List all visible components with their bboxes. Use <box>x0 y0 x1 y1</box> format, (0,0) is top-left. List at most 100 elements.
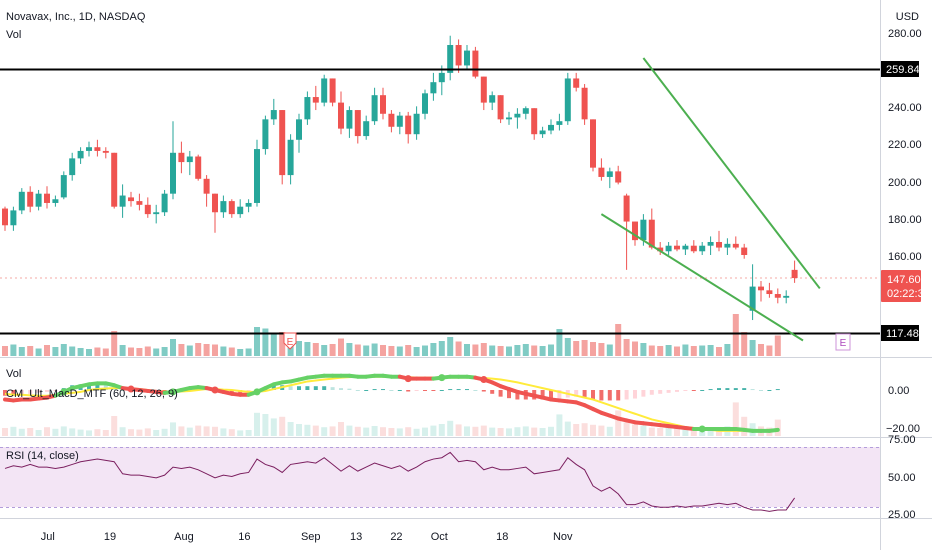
candle-body <box>35 193 42 207</box>
candle-body <box>371 95 378 122</box>
candle-body <box>682 245 689 250</box>
volume-bar <box>648 345 655 356</box>
candle-body <box>287 139 294 176</box>
candle-body <box>396 115 403 127</box>
candle-body <box>590 119 596 168</box>
macd-volume-bar <box>573 424 580 436</box>
candle-body <box>2 208 8 226</box>
volume-bar <box>60 344 67 356</box>
candle-body <box>86 147 92 151</box>
macd-vol-label: Vol <box>6 368 21 380</box>
macd-histogram-bar <box>717 388 721 390</box>
price-tick: 200.00 <box>888 177 922 189</box>
volume-bar <box>506 346 512 356</box>
volume-bar <box>52 347 59 356</box>
macd-volume-bar <box>657 428 664 436</box>
volume-bar <box>18 347 25 356</box>
candle-body <box>464 50 470 66</box>
volume-bar <box>632 341 638 356</box>
earnings-marker[interactable]: E <box>835 333 851 351</box>
macd-volume-bar <box>716 428 722 436</box>
candle-body <box>346 110 353 129</box>
macd-cross-dot <box>169 388 177 396</box>
macd-histogram-bar <box>364 390 369 391</box>
candle-body <box>111 152 118 207</box>
volume-bar <box>170 339 176 356</box>
level-tag-label: 117.48 <box>886 328 919 340</box>
macd-histogram-bar <box>95 384 100 390</box>
candle-body <box>615 171 622 183</box>
candle-body <box>128 197 134 202</box>
candle-body <box>749 286 756 311</box>
candle-body <box>60 175 67 198</box>
macd-cross-dot <box>404 375 412 383</box>
macd-volume-bar <box>10 426 17 436</box>
price-tick: 240.00 <box>888 102 922 114</box>
volume-bar <box>203 344 210 356</box>
macd-histogram-bar <box>759 390 763 391</box>
macd-histogram-bar <box>498 390 503 397</box>
volume-bars <box>2 314 781 356</box>
volume-bar <box>724 344 731 356</box>
volume-bar <box>237 349 244 356</box>
macd-volume-bar <box>539 428 546 436</box>
time-axis-label: Sep <box>301 531 321 543</box>
macd-histogram-bar <box>624 390 629 400</box>
macd-volume-bar <box>237 430 244 436</box>
macd-volume-bar <box>380 427 386 436</box>
macd-volume-bar <box>632 424 638 436</box>
volume-bar <box>220 346 227 356</box>
candle-body <box>522 108 529 114</box>
candle-body <box>279 110 286 176</box>
rsi-title: RSI (14, close) <box>6 450 79 462</box>
macd-histogram-bar <box>683 390 688 391</box>
candle-body <box>10 210 17 226</box>
macd-volume-bar <box>161 428 168 436</box>
macd-histogram-bar <box>414 390 419 391</box>
price-tick: 280.00 <box>888 28 922 40</box>
macd-histogram-bar <box>742 388 747 390</box>
macd-volume-bar <box>228 429 235 436</box>
macd-volume-bar <box>690 428 697 436</box>
candle-body <box>94 147 101 151</box>
earnings-marker[interactable]: E <box>283 332 297 350</box>
candle-body <box>514 113 521 118</box>
volume-bar <box>606 344 613 356</box>
macd-volume-bar <box>321 427 328 436</box>
macd-volume-bar <box>195 425 202 436</box>
macd-cross-dot <box>211 386 219 394</box>
volume-bar <box>749 340 756 356</box>
macd-histogram-bar <box>775 389 780 391</box>
macd-volume-bar <box>371 426 378 436</box>
macd-histogram-bar <box>465 389 469 391</box>
candle-body <box>203 178 210 194</box>
horizontal-levels <box>0 68 880 335</box>
candle-body <box>270 110 277 120</box>
rsi-tick: 25.00 <box>888 509 916 521</box>
volume-bar <box>35 348 42 356</box>
volume-bar <box>10 344 17 356</box>
macd-volume-bar <box>480 425 487 436</box>
volume-bar <box>270 334 277 356</box>
candle-body <box>312 97 319 103</box>
currency-label: USD <box>896 11 919 23</box>
candle-body <box>724 243 731 248</box>
candle-body <box>573 78 580 88</box>
volume-bar <box>455 341 462 356</box>
candle-body <box>44 193 50 203</box>
macd-volume-bar <box>506 428 512 436</box>
last-price-tag <box>881 270 921 302</box>
macd-histogram-bar <box>439 390 444 391</box>
candle-body <box>186 156 193 163</box>
volume-bar <box>119 345 126 356</box>
candle-body <box>506 117 512 120</box>
volume-bar <box>623 339 630 356</box>
candle-body <box>262 119 269 150</box>
candle-body <box>657 247 664 252</box>
candle-body <box>212 193 218 213</box>
volume-bar <box>2 346 8 356</box>
candle-body <box>52 199 59 203</box>
macd-volume-bar <box>18 428 25 436</box>
macd-volume-bar <box>220 428 227 436</box>
price-axis: 280.00 240.00 220.00 200.00 180.00 160.0… <box>888 28 922 263</box>
